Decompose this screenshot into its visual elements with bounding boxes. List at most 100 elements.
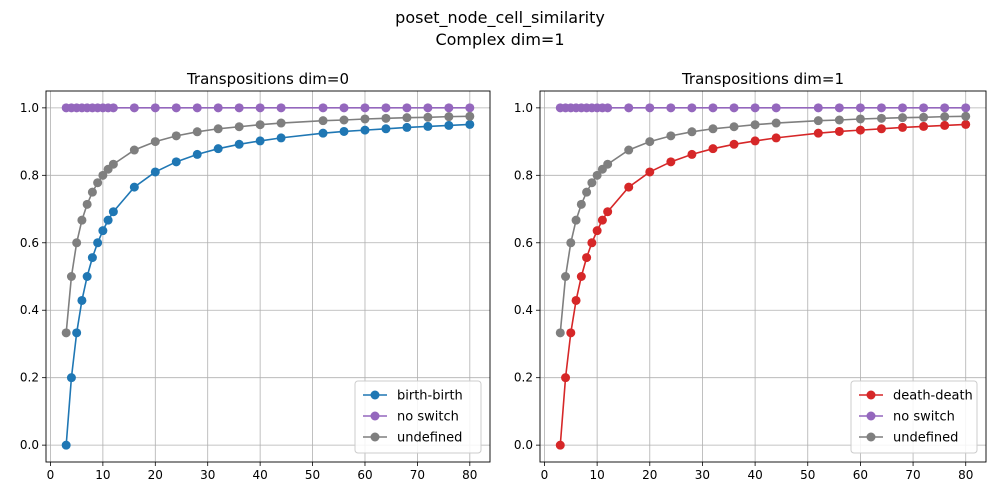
data-point-no-switch [708, 103, 718, 113]
subplot-title: Transpositions dim=0 [186, 70, 349, 88]
data-point-undefined [150, 137, 160, 147]
x-tick-label: 60 [853, 468, 868, 482]
x-tick-label: 20 [148, 468, 163, 482]
legend-marker-undefined [866, 432, 876, 442]
data-point-birth-birth [360, 125, 370, 135]
data-point-undefined [576, 199, 586, 209]
data-point-no-switch [276, 103, 286, 113]
data-point-death-death [687, 149, 697, 159]
figure-title: poset_node_cell_similarity [395, 8, 605, 28]
data-point-undefined [61, 328, 71, 338]
axes-frame [45, 90, 491, 463]
data-point-birth-birth [465, 119, 475, 129]
data-point-undefined [192, 127, 202, 137]
legend-box [354, 380, 482, 454]
data-point-undefined [318, 116, 328, 126]
x-tick-label: 50 [800, 468, 815, 482]
data-point-no-switch [876, 103, 886, 113]
data-point-no-switch [360, 103, 370, 113]
data-point-no-switch [750, 103, 760, 113]
data-point-birth-birth [402, 122, 412, 132]
y-tick-label: 1.0 [514, 101, 533, 115]
data-point-birth-birth [150, 167, 160, 177]
axes-frame [539, 90, 987, 463]
data-point-undefined [77, 215, 87, 225]
data-point-no-switch [666, 103, 676, 113]
data-point-no-switch [940, 103, 950, 113]
y-tick-label: 0.8 [20, 168, 39, 182]
data-point-birth-birth [192, 149, 202, 159]
y-tick-label: 0.4 [514, 303, 533, 317]
legend-label-no-switch: no switch [397, 410, 459, 425]
data-point-undefined [940, 112, 950, 122]
data-point-undefined [381, 113, 391, 123]
data-point-undefined [898, 113, 908, 123]
data-point-death-death [624, 182, 634, 192]
data-point-birth-birth [98, 226, 108, 236]
legend-label-birth-birth: birth-birth [397, 389, 463, 404]
data-point-birth-birth [381, 124, 391, 134]
data-point-no-switch [444, 103, 454, 113]
data-point-no-switch [171, 103, 181, 113]
legend-label-death-death: death-death [893, 389, 973, 404]
data-point-undefined [423, 112, 433, 122]
data-point-birth-birth [213, 144, 223, 154]
data-point-birth-birth [234, 139, 244, 149]
data-point-birth-birth [72, 328, 82, 338]
data-point-undefined [687, 127, 697, 137]
x-tick-label: 70 [905, 468, 920, 482]
data-point-birth-birth [444, 120, 454, 130]
legend: death-death no switch undefined [850, 380, 978, 454]
data-point-no-switch [108, 103, 118, 113]
data-point-undefined [582, 187, 592, 197]
data-point-birth-birth [255, 136, 265, 146]
data-point-undefined [555, 328, 565, 338]
data-point-no-switch [255, 103, 265, 113]
figure-subtitle: Complex dim=1 [435, 30, 564, 49]
legend-label-no-switch: no switch [893, 410, 955, 425]
x-tick-label: 10 [589, 468, 604, 482]
data-point-death-death [729, 139, 739, 149]
data-point-death-death [597, 215, 607, 225]
data-point-undefined [566, 238, 576, 248]
data-point-undefined [213, 124, 223, 134]
legend-marker-death-death [866, 390, 876, 400]
data-point-no-switch [402, 103, 412, 113]
y-tick-label: 0.2 [514, 371, 533, 385]
data-point-no-switch [150, 103, 160, 113]
data-point-undefined [855, 114, 865, 124]
data-point-no-switch [919, 103, 929, 113]
x-tick-label: 60 [357, 468, 372, 482]
data-point-undefined [276, 118, 286, 128]
subplot-title: Transpositions dim=1 [681, 70, 844, 88]
data-point-death-death [898, 122, 908, 132]
data-point-no-switch [192, 103, 202, 113]
data-point-birth-birth [103, 215, 113, 225]
data-point-undefined [834, 115, 844, 125]
legend-marker-birth-birth [370, 390, 380, 400]
data-point-undefined [729, 122, 739, 132]
data-point-undefined [561, 272, 571, 281]
legend-label-undefined: undefined [893, 431, 958, 446]
data-point-death-death [571, 295, 581, 305]
data-point-undefined [171, 131, 181, 141]
data-point-death-death [919, 121, 929, 131]
data-point-undefined [360, 114, 370, 124]
subplot-right: Transpositions dim=1 0 10 20 30 40 50 60 70 80 0.0… [514, 70, 987, 482]
subplot-left: Transpositions dim=0 0 10 20 30 40 50 60 70 80 0.0… [20, 70, 491, 482]
data-point-death-death [582, 253, 592, 263]
data-point-no-switch [129, 103, 139, 113]
data-point-undefined [234, 122, 244, 132]
data-point-no-switch [687, 103, 697, 113]
data-point-death-death [576, 272, 586, 281]
y-tick-label: 0.0 [514, 438, 533, 452]
y-tick-label: 1.0 [20, 101, 39, 115]
data-point-death-death [566, 328, 576, 338]
data-point-undefined [129, 145, 139, 155]
x-tick-label: 0 [541, 468, 549, 482]
data-point-no-switch [381, 103, 391, 113]
data-point-no-switch [603, 103, 613, 113]
data-point-no-switch [465, 103, 475, 113]
data-point-undefined [402, 113, 412, 123]
